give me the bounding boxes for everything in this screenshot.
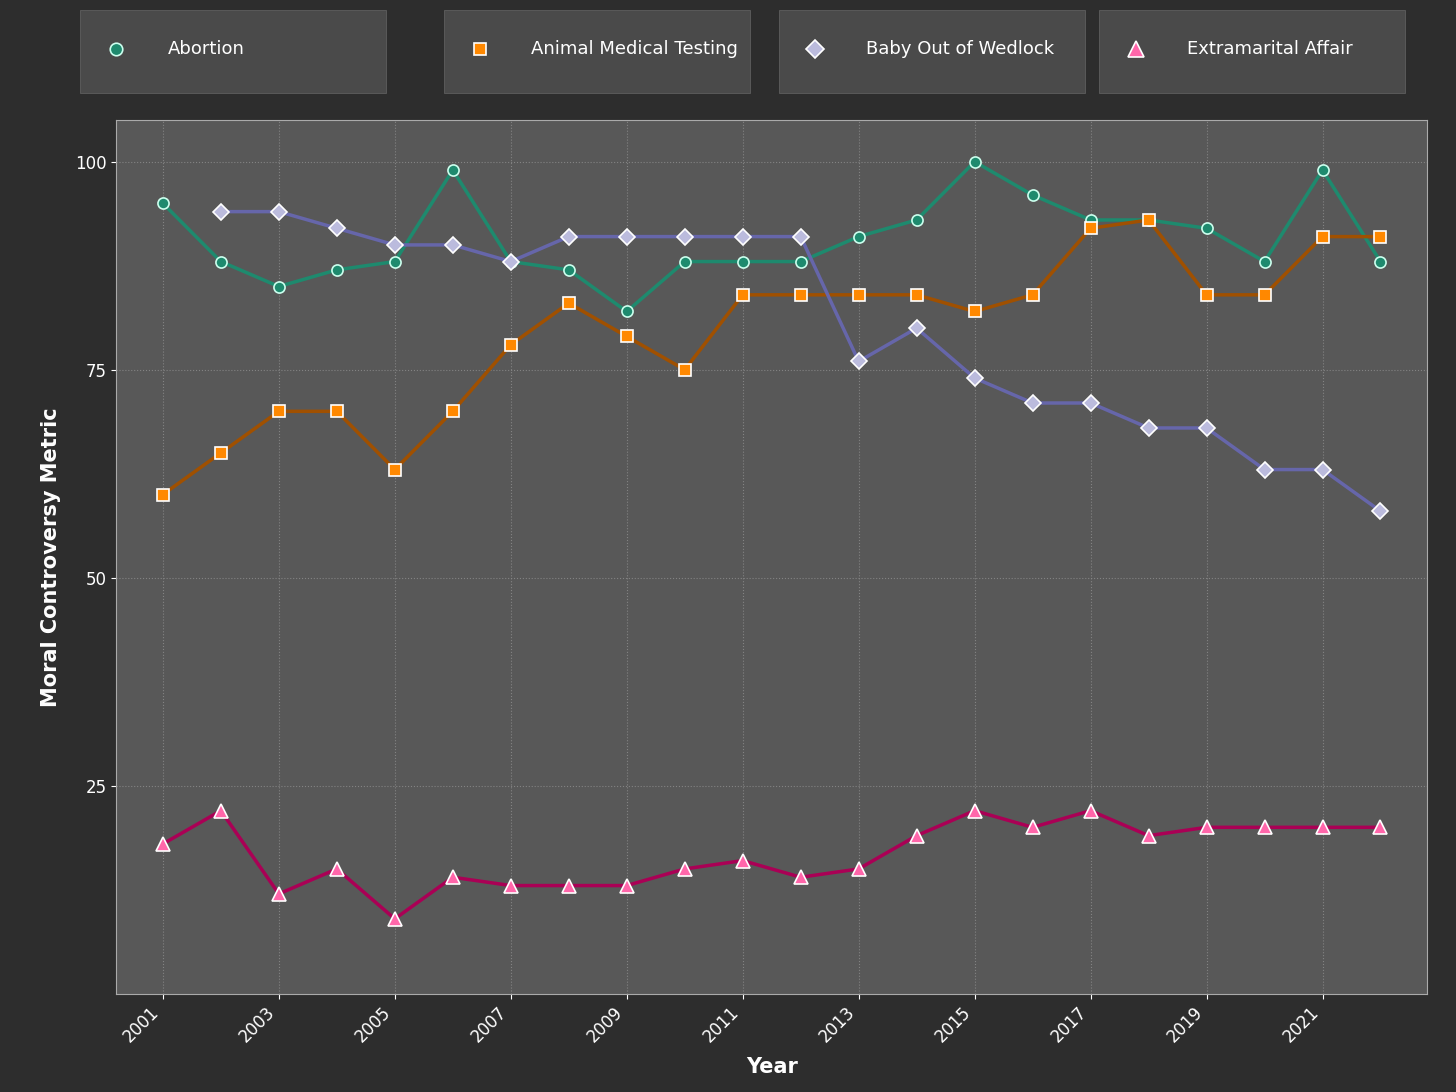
FancyBboxPatch shape (779, 10, 1085, 94)
Y-axis label: Moral Controversy Metric: Moral Controversy Metric (41, 407, 61, 707)
Text: Abortion: Abortion (167, 40, 245, 58)
Text: Animal Medical Testing: Animal Medical Testing (531, 40, 738, 58)
Text: Extramarital Affair: Extramarital Affair (1187, 40, 1353, 58)
FancyBboxPatch shape (80, 10, 386, 94)
Text: Baby Out of Wedlock: Baby Out of Wedlock (866, 40, 1054, 58)
X-axis label: Year: Year (745, 1057, 798, 1077)
FancyBboxPatch shape (1099, 10, 1405, 94)
FancyBboxPatch shape (444, 10, 750, 94)
